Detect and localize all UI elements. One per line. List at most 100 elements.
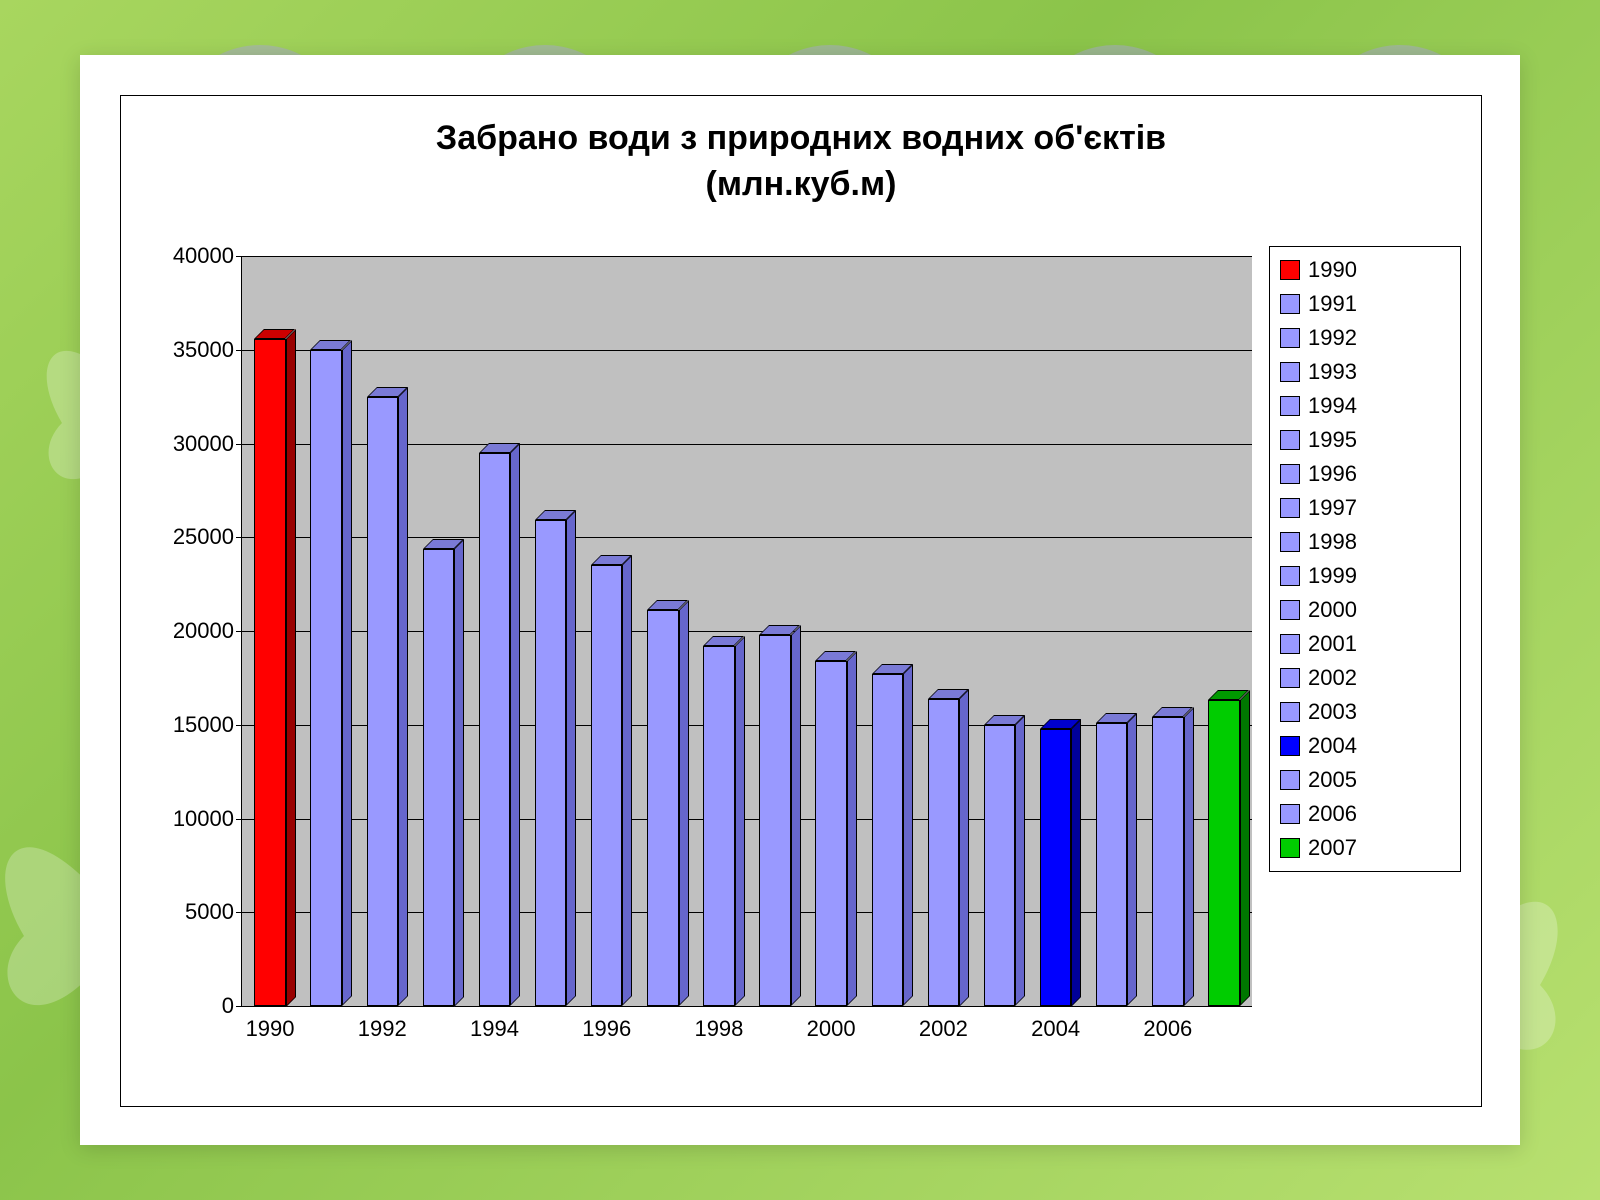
legend-swatch bbox=[1280, 294, 1300, 314]
legend-swatch bbox=[1280, 328, 1300, 348]
bar-side bbox=[1015, 715, 1025, 1006]
x-tick-label: 1994 bbox=[470, 1006, 519, 1042]
x-tick-label: 1992 bbox=[358, 1006, 407, 1042]
content-card: Забрано води з природних водних об'єктів… bbox=[80, 55, 1520, 1145]
legend-swatch bbox=[1280, 634, 1300, 654]
legend-label: 1992 bbox=[1308, 325, 1357, 351]
bar-side bbox=[735, 636, 745, 1006]
chart-container: Забрано води з природних водних об'єктів… bbox=[120, 95, 1482, 1107]
legend-item: 2006 bbox=[1280, 797, 1450, 831]
bar-front bbox=[423, 549, 454, 1007]
bar bbox=[591, 565, 622, 1006]
legend-label: 1999 bbox=[1308, 563, 1357, 589]
bar bbox=[815, 661, 846, 1006]
bar bbox=[759, 635, 790, 1006]
bar bbox=[928, 699, 959, 1007]
y-tick-label: 10000 bbox=[173, 806, 242, 832]
plot-area: 0500010000150002000025000300003500040000… bbox=[241, 256, 1252, 1007]
legend-label: 1996 bbox=[1308, 461, 1357, 487]
bar-front bbox=[928, 699, 959, 1007]
bar-front bbox=[1152, 717, 1183, 1006]
chart-title-line2: (млн.куб.м) bbox=[706, 165, 897, 203]
legend-label: 1994 bbox=[1308, 393, 1357, 419]
bar-side bbox=[622, 555, 632, 1006]
bar-side bbox=[959, 689, 969, 1007]
bar-front bbox=[1096, 723, 1127, 1006]
bar bbox=[984, 725, 1015, 1006]
bar-front bbox=[310, 350, 341, 1006]
legend-label: 1995 bbox=[1308, 427, 1357, 453]
y-tick-label: 0 bbox=[222, 993, 242, 1019]
bar bbox=[703, 646, 734, 1006]
legend-label: 2007 bbox=[1308, 835, 1357, 861]
bar-front bbox=[1040, 729, 1071, 1007]
bar bbox=[367, 397, 398, 1006]
legend-item: 1994 bbox=[1280, 389, 1450, 423]
bar-side bbox=[1184, 707, 1194, 1006]
bar-side bbox=[510, 443, 520, 1006]
legend-item: 1993 bbox=[1280, 355, 1450, 389]
bar bbox=[479, 453, 510, 1006]
legend-label: 1991 bbox=[1308, 291, 1357, 317]
legend-label: 2005 bbox=[1308, 767, 1357, 793]
legend-label: 1997 bbox=[1308, 495, 1357, 521]
legend-label: 2006 bbox=[1308, 801, 1357, 827]
legend-item: 1997 bbox=[1280, 491, 1450, 525]
legend-label: 2003 bbox=[1308, 699, 1357, 725]
legend-label: 1993 bbox=[1308, 359, 1357, 385]
legend-item: 2002 bbox=[1280, 661, 1450, 695]
legend-item: 2001 bbox=[1280, 627, 1450, 661]
legend-swatch bbox=[1280, 770, 1300, 790]
bar-front bbox=[535, 520, 566, 1006]
y-tick-label: 30000 bbox=[173, 431, 242, 457]
legend-item: 1996 bbox=[1280, 457, 1450, 491]
bar bbox=[647, 610, 678, 1006]
legend-swatch bbox=[1280, 430, 1300, 450]
bar-side bbox=[454, 539, 464, 1007]
bar-side bbox=[847, 651, 857, 1006]
legend-swatch bbox=[1280, 532, 1300, 552]
legend-swatch bbox=[1280, 362, 1300, 382]
bar bbox=[1096, 723, 1127, 1006]
legend-swatch bbox=[1280, 600, 1300, 620]
bar bbox=[310, 350, 341, 1006]
legend-swatch bbox=[1280, 838, 1300, 858]
legend-swatch bbox=[1280, 804, 1300, 824]
chart-title: Забрано води з природних водних об'єктів… bbox=[121, 96, 1481, 218]
bars-layer bbox=[242, 256, 1252, 1006]
x-tick-label: 2006 bbox=[1143, 1006, 1192, 1042]
y-tick-label: 20000 bbox=[173, 618, 242, 644]
legend-item: 2005 bbox=[1280, 763, 1450, 797]
y-tick-label: 15000 bbox=[173, 712, 242, 738]
y-tick-label: 35000 bbox=[173, 337, 242, 363]
slide-background: Забрано води з природних водних об'єктів… bbox=[0, 0, 1600, 1200]
x-tick-label: 2000 bbox=[807, 1006, 856, 1042]
bar bbox=[254, 339, 285, 1007]
legend-swatch bbox=[1280, 736, 1300, 756]
legend-item: 2003 bbox=[1280, 695, 1450, 729]
legend-swatch bbox=[1280, 668, 1300, 688]
legend-item: 1992 bbox=[1280, 321, 1450, 355]
legend-swatch bbox=[1280, 396, 1300, 416]
bar bbox=[535, 520, 566, 1006]
legend-swatch bbox=[1280, 702, 1300, 722]
bar bbox=[1208, 700, 1239, 1006]
bar-side bbox=[1240, 690, 1250, 1006]
bar-front bbox=[1208, 700, 1239, 1006]
bar bbox=[1152, 717, 1183, 1006]
bar-front bbox=[367, 397, 398, 1006]
gridline bbox=[242, 1006, 1252, 1007]
bar-front bbox=[703, 646, 734, 1006]
legend: 1990199119921993199419951996199719981999… bbox=[1269, 246, 1461, 872]
legend-label: 2001 bbox=[1308, 631, 1357, 657]
x-tick-label: 1996 bbox=[582, 1006, 631, 1042]
legend-item: 1995 bbox=[1280, 423, 1450, 457]
bar-front bbox=[647, 610, 678, 1006]
y-tick-label: 40000 bbox=[173, 243, 242, 269]
bar-front bbox=[759, 635, 790, 1006]
bar-front bbox=[872, 674, 903, 1006]
bar bbox=[423, 549, 454, 1007]
legend-label: 2000 bbox=[1308, 597, 1357, 623]
legend-item: 2004 bbox=[1280, 729, 1450, 763]
legend-label: 2004 bbox=[1308, 733, 1357, 759]
